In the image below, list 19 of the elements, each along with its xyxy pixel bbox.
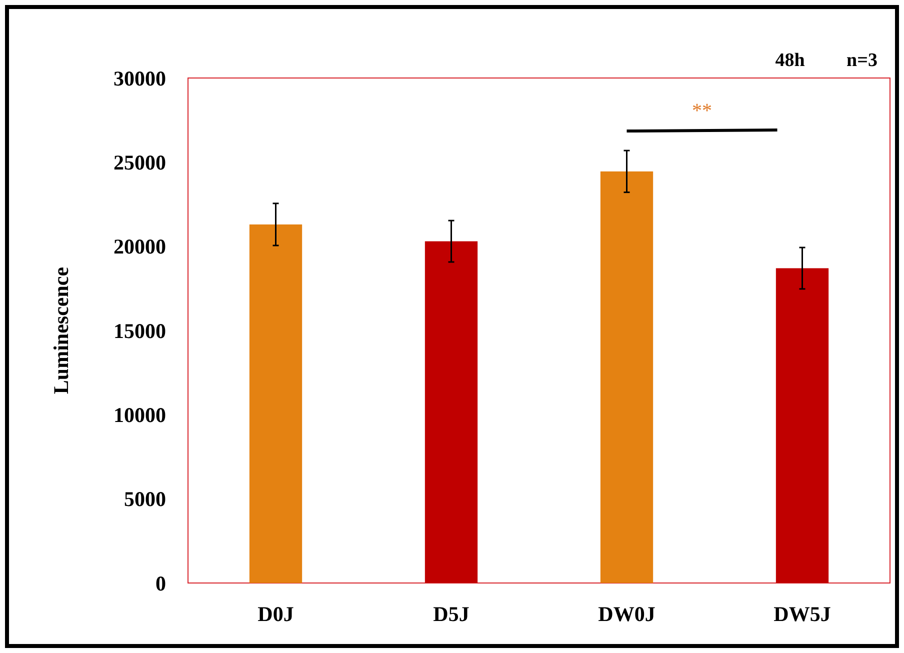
- x-tick-label: D5J: [433, 602, 470, 626]
- x-tick-label: D0J: [258, 602, 294, 626]
- y-tick-label: 5000: [124, 487, 166, 512]
- y-tick-label: 30000: [114, 66, 166, 90]
- text: n=3: [846, 50, 878, 71]
- text: 48h: [775, 50, 806, 71]
- x-tick-label: DW0J: [598, 602, 656, 626]
- y-tick-label: 0: [156, 571, 166, 596]
- bar: [776, 268, 829, 583]
- x-tick-label: DW5J: [774, 602, 831, 626]
- y-tick-label: 15000: [114, 318, 166, 343]
- bar: [600, 171, 654, 583]
- y-tick-label: 25000: [114, 150, 166, 175]
- bar: [249, 224, 302, 583]
- bar: [424, 241, 478, 583]
- y-axis-title: Luminescence: [49, 266, 73, 394]
- y-tick-label: 20000: [114, 234, 166, 259]
- annotation: **: [692, 100, 712, 122]
- y-tick-label: 10000: [114, 403, 166, 428]
